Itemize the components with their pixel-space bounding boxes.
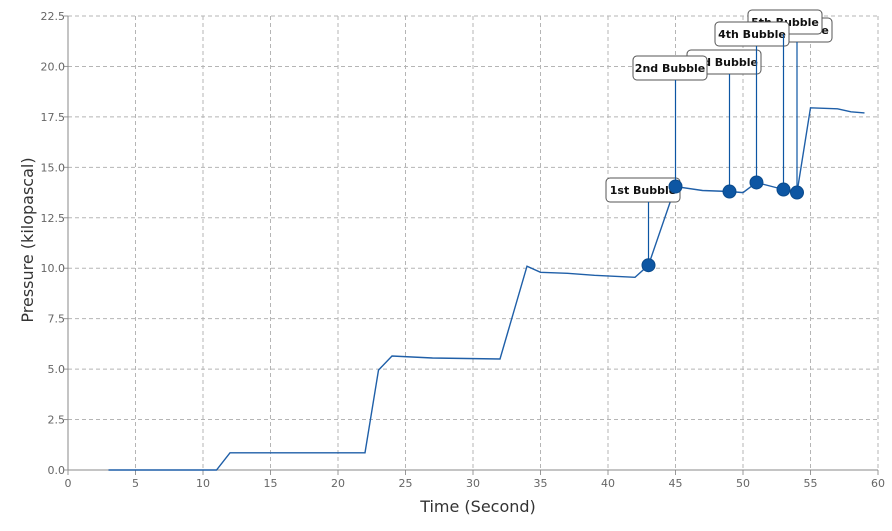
bubble-marker [790, 185, 804, 200]
x-tick-label: 50 [736, 477, 750, 490]
x-tick-label: 55 [804, 477, 818, 490]
y-tick-label: 0.0 [48, 464, 66, 477]
x-tick-label: 5 [132, 477, 139, 490]
y-tick-label: 7.5 [48, 313, 66, 326]
y-axis-title: Pressure (kilopascal) [18, 157, 37, 322]
annotation-label: 1st Bubble [610, 184, 676, 197]
y-tick-label: 5.0 [48, 363, 66, 376]
annotation-box [714, 21, 790, 47]
bubble-marker [749, 175, 764, 190]
x-tick-label: 0 [65, 477, 72, 490]
y-tick-label: 20.0 [41, 60, 66, 73]
y-tick-label: 12.5 [41, 212, 66, 225]
bubble-marker [668, 179, 683, 194]
bubble-marker [641, 258, 656, 273]
x-tick-label: 45 [669, 477, 683, 490]
annotation-label: 4th Bubble [718, 28, 786, 41]
x-tick-label: 25 [399, 477, 413, 490]
x-tick-label: 10 [196, 477, 210, 490]
x-tick-label: 30 [466, 477, 480, 490]
x-tick-label: 40 [601, 477, 615, 490]
x-tick-label: 35 [534, 477, 548, 490]
x-tick-label: 20 [331, 477, 345, 490]
bubble-marker [722, 184, 737, 199]
x-axis-title: Time (Second) [419, 497, 536, 516]
y-tick-label: 22.5 [41, 10, 66, 23]
annotation-label: 2nd Bubble [635, 62, 705, 75]
x-tick-label: 60 [871, 477, 885, 490]
y-tick-label: 17.5 [41, 111, 66, 124]
y-tick-label: 10.0 [41, 262, 66, 275]
annotation-box [632, 55, 708, 81]
bubble-marker [776, 182, 791, 197]
x-tick-label: 15 [264, 477, 278, 490]
y-tick-label: 2.5 [48, 414, 66, 427]
y-tick-label: 15.0 [41, 161, 66, 174]
